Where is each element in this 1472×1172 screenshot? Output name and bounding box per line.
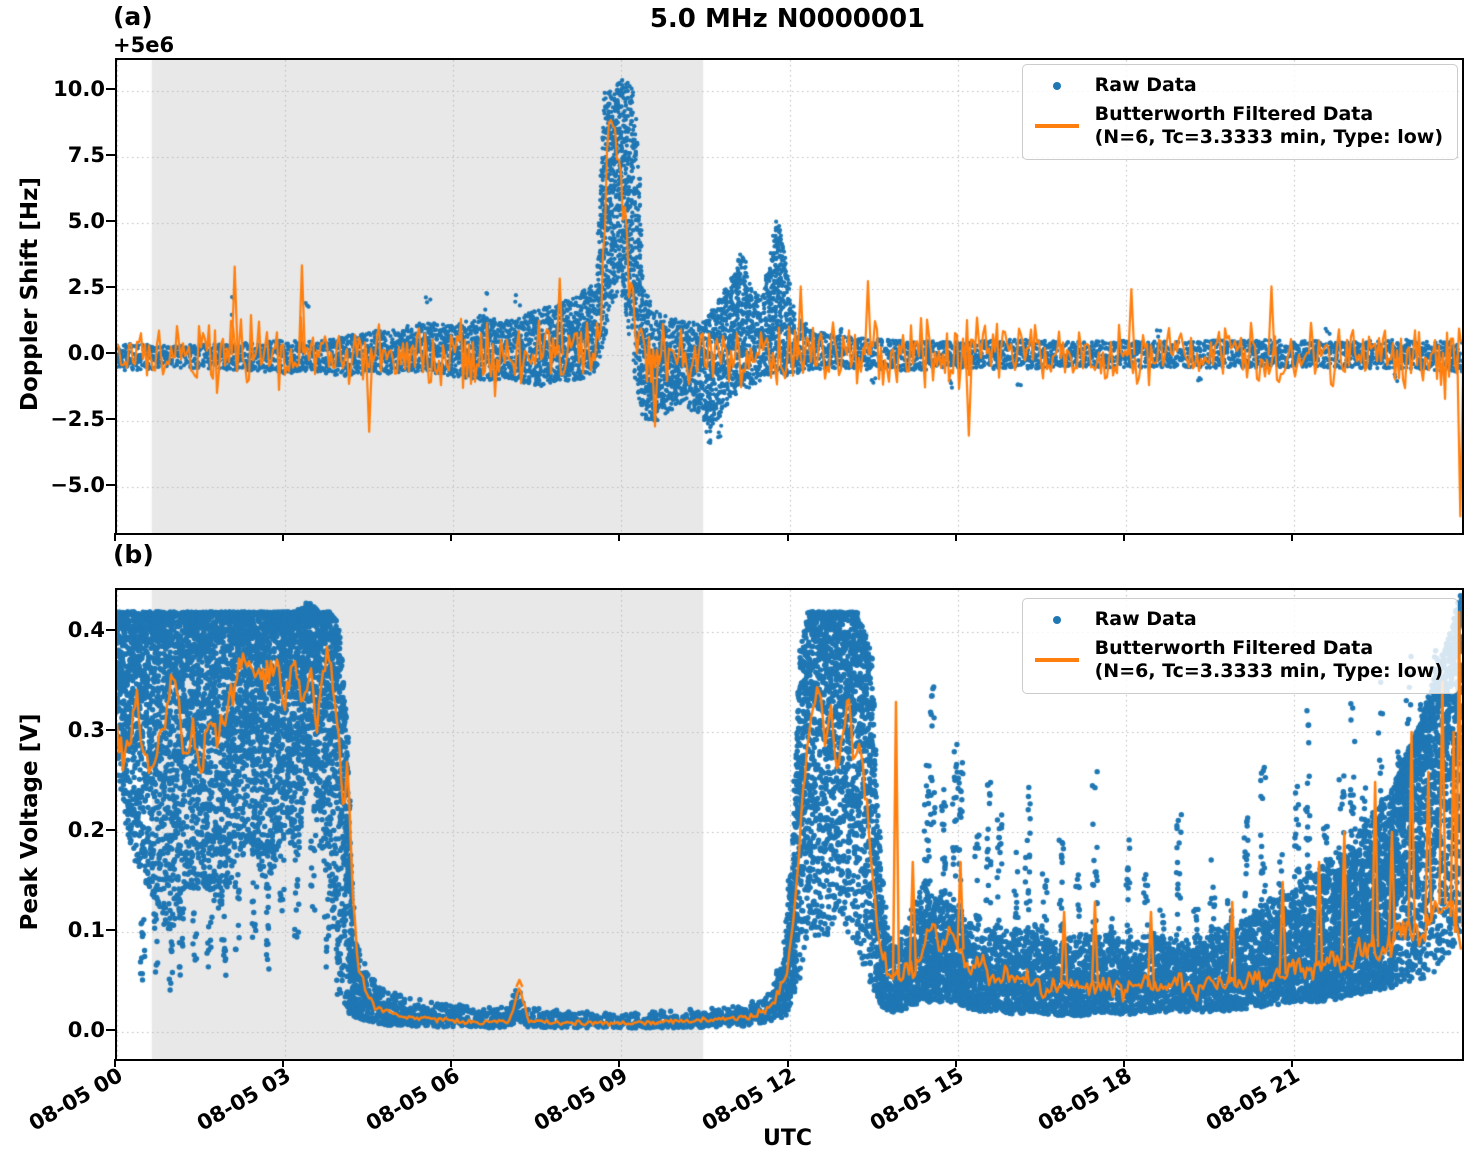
y-tick-label: −2.5	[50, 407, 105, 432]
x-tick-label: 08-05 09	[529, 1063, 632, 1136]
y-tick-label: 10.0	[53, 76, 105, 101]
y-tick-label: 0.1	[67, 918, 105, 942]
x-tick-mark	[114, 1059, 116, 1067]
y-tick-mark	[106, 286, 115, 289]
x-tick-label: 08-05 06	[361, 1063, 464, 1136]
x-tick-label: 08-05 12	[697, 1063, 800, 1136]
x-tick-mark	[954, 533, 957, 541]
x-tick-label: 08-05 03	[193, 1063, 296, 1136]
y-tick-mark	[106, 352, 115, 355]
filtered-data-line-marker	[1033, 124, 1081, 129]
y-tick-mark	[106, 418, 115, 421]
panel-b-label: (b)	[113, 540, 154, 569]
x-tick-label: 08-05 21	[1202, 1063, 1304, 1136]
raw-data-dot-marker	[1033, 81, 1081, 90]
legend-entry-filtered: Butterworth Filtered Data (N=6, Tc=3.333…	[1033, 103, 1443, 149]
x-tick-mark	[114, 533, 116, 541]
y-tick-mark	[106, 87, 115, 90]
legend-raw-label: Raw Data	[1094, 74, 1197, 96]
x-tick-label: 08-05 18	[1033, 1063, 1136, 1136]
panel-b-ylabel: Peak Voltage [V]	[17, 713, 43, 931]
x-tick-label: 08-05 15	[865, 1063, 968, 1136]
legend-entry-raw: Raw Data	[1033, 608, 1443, 631]
panel-b-legend: Raw Data Butterworth Filtered Data (N=6,…	[1021, 598, 1458, 694]
raw-data-dot-marker	[1033, 615, 1081, 624]
y-tick-label: 0.0	[67, 1018, 105, 1042]
x-tick-mark	[450, 1059, 453, 1067]
x-tick-mark	[450, 533, 453, 541]
x-tick-mark	[1290, 1059, 1293, 1067]
y-tick-label: 0.3	[67, 718, 105, 742]
x-tick-mark	[1122, 1059, 1125, 1067]
y-tick-mark	[106, 220, 115, 223]
y-tick-label: 5.0	[67, 209, 105, 234]
y-tick-label: −5.0	[50, 473, 105, 498]
x-tick-mark	[618, 533, 621, 541]
y-tick-mark	[106, 1029, 115, 1031]
y-tick-mark	[106, 729, 115, 731]
x-tick-mark	[786, 533, 789, 541]
chart-title: 5.0 MHz N0000001	[649, 4, 926, 34]
y-tick-label: 7.5	[67, 142, 105, 167]
y-tick-label: 0.2	[67, 818, 105, 842]
x-tick-mark	[1290, 533, 1293, 541]
panel-a-ylabel: Doppler Shift [Hz]	[17, 176, 43, 412]
x-tick-mark	[786, 1059, 789, 1067]
x-axis-label: UTC	[762, 1126, 813, 1151]
legend-filtered-label: Butterworth Filtered Data (N=6, Tc=3.333…	[1094, 637, 1443, 683]
x-tick-mark	[282, 1059, 285, 1067]
y-tick-mark	[106, 629, 115, 631]
panel-a-legend: Raw Data Butterworth Filtered Data (N=6,…	[1021, 64, 1458, 160]
legend-entry-raw: Raw Data	[1033, 74, 1443, 97]
x-tick-mark	[954, 1059, 957, 1067]
x-tick-mark	[618, 1059, 621, 1067]
x-tick-mark	[1122, 533, 1125, 541]
y-tick-label: 2.5	[67, 275, 105, 300]
legend-filtered-label: Butterworth Filtered Data (N=6, Tc=3.333…	[1094, 103, 1443, 149]
y-tick-mark	[106, 484, 115, 487]
y-tick-label: 0.4	[67, 618, 105, 642]
y-tick-mark	[106, 829, 115, 831]
y-tick-mark	[106, 153, 115, 156]
x-tick-mark	[282, 533, 285, 541]
x-tick-label: 08-05 00	[25, 1063, 127, 1136]
filtered-data-line-marker	[1033, 658, 1081, 663]
panel-a-label: (a)	[113, 2, 153, 31]
legend-entry-filtered: Butterworth Filtered Data (N=6, Tc=3.333…	[1033, 637, 1443, 683]
y-axis-offset-text: +5e6	[113, 33, 175, 57]
legend-raw-label: Raw Data	[1094, 608, 1197, 630]
y-tick-mark	[106, 929, 115, 931]
y-tick-label: 0.0	[67, 341, 105, 366]
